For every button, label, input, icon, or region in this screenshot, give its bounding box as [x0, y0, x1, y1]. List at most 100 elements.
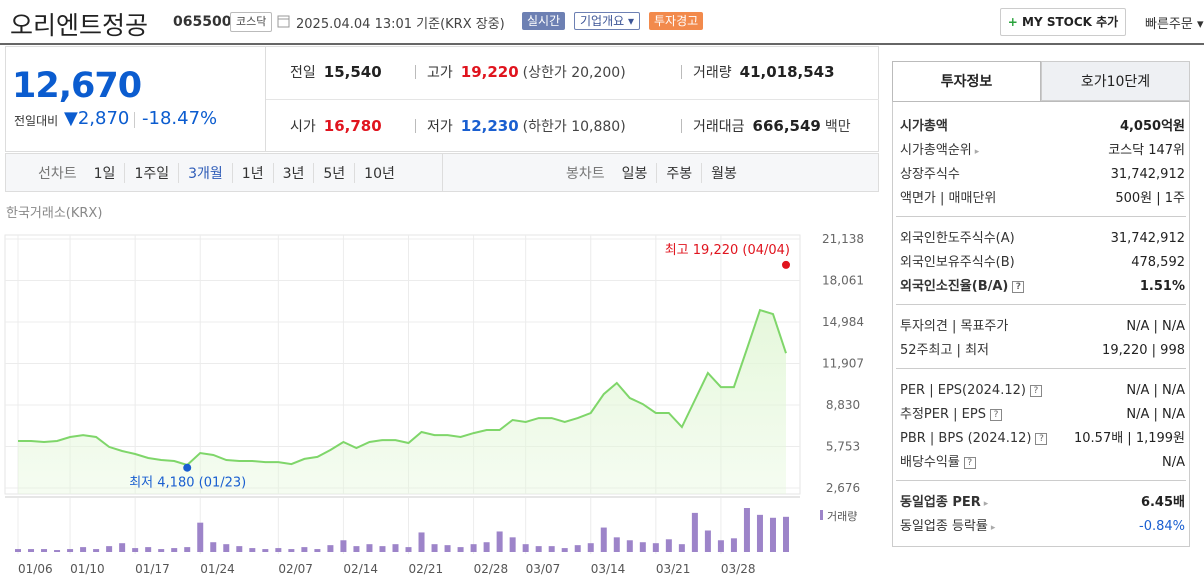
period-tab[interactable]: 1주일 — [124, 163, 178, 183]
volume-bar — [67, 549, 74, 552]
volume-bar — [132, 548, 139, 552]
help-icon: ? — [1012, 281, 1025, 293]
info-row: 상장주식수 31,742,912 — [900, 164, 1185, 186]
volume-bar — [262, 549, 269, 552]
volume-bar — [93, 549, 100, 552]
candle-tab[interactable]: 월봉 — [701, 163, 746, 183]
info-value: N/A | N/A — [1126, 383, 1185, 398]
summary-sep — [681, 65, 682, 79]
summary-item: 고가 19,220 (상한가 20,200) — [427, 62, 626, 82]
volume-bar — [249, 548, 256, 552]
volume-bar — [483, 542, 490, 552]
info-label: PER | EPS(2024.12)? — [900, 380, 1042, 402]
extreme-marker — [183, 463, 192, 472]
more-icon: ▸ — [990, 523, 996, 533]
info-label-text: 투자의견 | 목표주가 — [900, 319, 1009, 334]
info-label: 투자의견 | 목표주가 — [900, 316, 1008, 338]
volume-bar — [496, 531, 503, 552]
volume-bar — [783, 516, 789, 552]
volume-bar — [405, 547, 412, 552]
candle-tabs: 봉차트 일봉 주봉 월봉 — [566, 163, 746, 183]
candle-tab[interactable]: 주봉 — [656, 163, 701, 183]
panel-tab[interactable]: 호가10단계 — [1041, 61, 1190, 101]
help-icon: ? — [1029, 385, 1042, 397]
info-value: N/A — [1162, 455, 1185, 470]
info-label-text: 추정PER | EPS — [900, 407, 986, 422]
info-value: 31,742,912 — [1110, 231, 1185, 246]
volume-bar — [366, 544, 373, 552]
y-tick-label: 5,753 — [826, 440, 860, 454]
info-value: N/A | N/A — [1126, 407, 1185, 422]
info-row: 52주최고 | 최저 19,220 | 998 — [900, 340, 1185, 362]
chart: 한국거래소(KRX) 2,676 5,753 8,830 11,907 14,984 18… — [4, 206, 864, 576]
summary-note: (상한가 20,200) — [522, 65, 626, 81]
summary-item: 거래대금 666,549 백만 — [693, 116, 851, 136]
volume-bar — [184, 547, 191, 552]
volume-bar — [509, 537, 516, 552]
tab-group-label: 선차트 — [38, 166, 77, 182]
info-label: 외국인소진율(B/A)? — [900, 276, 1025, 298]
mystock-text: MY STOCK 추가 — [1022, 15, 1119, 29]
info-row: 시가총액순위 ▸ 코스닥 147위 — [900, 140, 1185, 162]
info-value: 1.51% — [1139, 279, 1185, 294]
volume-bar — [574, 545, 581, 552]
company-badge[interactable]: 기업개요 ▾ — [574, 12, 641, 30]
info-label-text: 시가총액순위 — [900, 143, 972, 158]
period-tab[interactable]: 3개월 — [178, 163, 232, 183]
mystock-button[interactable]: + MY STOCK 추가 — [1000, 8, 1126, 36]
info-label-text: 52주최고 | 최저 — [900, 343, 989, 358]
volume-bar — [743, 508, 750, 552]
info-label: 시가총액순위 ▸ — [900, 140, 979, 163]
change-pct: -18.47% — [142, 108, 218, 129]
info-value: 19,220 | 998 — [1102, 343, 1185, 358]
info-row: 추정PER | EPS? N/A | N/A — [900, 404, 1185, 426]
quick-order[interactable]: 빠른주문 ▾ — [1145, 17, 1204, 32]
y-tick-label: 8,830 — [826, 398, 860, 412]
stock-name: 오리엔트정공 — [10, 11, 149, 40]
summary-divider — [266, 99, 879, 100]
volume-bar — [613, 537, 620, 552]
period-tab[interactable]: 1일 — [93, 166, 116, 182]
x-tick-label: 01/06 — [18, 562, 53, 576]
volume-bar — [535, 546, 542, 552]
x-tick-label: 01/10 — [70, 562, 105, 576]
info-value: 31,742,912 — [1110, 167, 1185, 182]
x-tick-label: 03/07 — [526, 562, 561, 576]
volume-bar — [691, 512, 698, 552]
volume-bar — [678, 544, 685, 552]
volume-bar — [119, 543, 126, 552]
volume-bar — [717, 540, 724, 552]
period-tab[interactable]: 5년 — [313, 163, 354, 183]
x-tick-label: 02/21 — [409, 562, 444, 576]
tab-group-label: 봉차트 — [566, 166, 605, 182]
summary-sep — [415, 65, 416, 79]
quick-order-text: 빠른주문 — [1145, 17, 1193, 32]
info-row: 배당수익률? N/A — [900, 452, 1185, 474]
info-row: PBR | BPS (2024.12)? 10.57배 | 1,199원 — [900, 428, 1185, 450]
volume-bar — [171, 548, 178, 552]
summary-item: 시가 16,780 — [290, 116, 382, 136]
volume-bar — [379, 546, 386, 552]
summary-label: 거래대금 — [693, 119, 745, 135]
volume-bar — [145, 547, 152, 552]
y-tick-label: 11,907 — [822, 357, 864, 371]
panel-tab-active[interactable]: 투자정보 — [892, 61, 1041, 101]
period-tab[interactable]: 3년 — [272, 163, 314, 183]
price-area — [18, 310, 786, 494]
change-value: ▼2,870 — [64, 108, 130, 129]
x-tick-label: 02/07 — [278, 562, 313, 576]
info-value: 코스닥 147위 — [1108, 143, 1185, 158]
period-tab[interactable]: 10년 — [354, 163, 404, 183]
y-tick-label: 18,061 — [822, 274, 864, 288]
period-tab[interactable]: 1년 — [231, 163, 273, 183]
info-value: 500원 | 1주 — [1115, 191, 1185, 206]
info-row: 투자의견 | 목표주가 N/A | N/A — [900, 316, 1185, 338]
info-value: 4,050억원 — [1119, 119, 1185, 134]
help-icon: ? — [1035, 433, 1048, 445]
info-row: 시가총액 4,050억원 — [900, 116, 1185, 138]
realtime-badge[interactable]: 실시간 — [522, 12, 566, 30]
volume-bar — [522, 544, 529, 552]
summary-note: 백만 — [824, 119, 851, 135]
candle-tab[interactable]: 일봉 — [621, 166, 648, 182]
info-label: 추정PER | EPS? — [900, 404, 1002, 426]
